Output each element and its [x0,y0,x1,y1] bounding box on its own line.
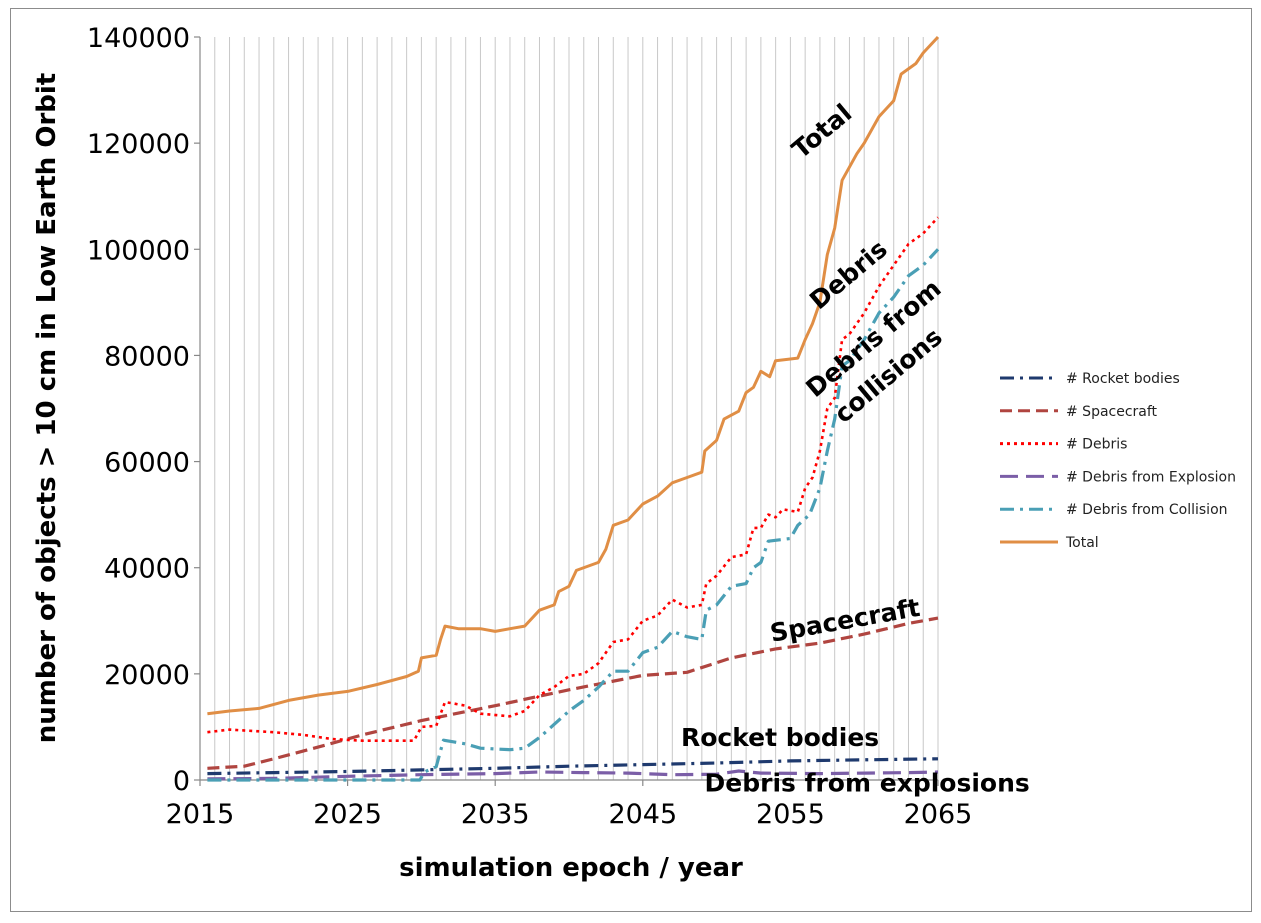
legend-label: # Rocket bodies [1066,371,1180,387]
y-tick-label: 80000 [104,341,190,372]
x-tick-label: 2045 [608,799,677,830]
legend-label: # Spacecraft [1066,404,1158,420]
legend-item: # Debris from Collision [1000,502,1228,518]
legend-item: # Debris from Explosion [1000,469,1236,485]
y-tick-label: 120000 [87,129,190,160]
legend-label: # Debris from Explosion [1066,469,1236,485]
annotation-label: Total [786,98,857,164]
y-tick-label: 40000 [104,554,190,585]
x-tick-label: 2065 [904,799,973,830]
legend-item: # Debris [1000,437,1127,453]
x-axis-title: simulation epoch / year [399,853,743,883]
y-tick-label: 140000 [87,23,190,54]
legend-item: # Spacecraft [1000,404,1158,420]
series-line-0 [207,757,939,776]
gridlines [214,37,939,780]
series-line-3 [207,769,939,781]
x-tick-label: 2025 [313,799,382,830]
legend-label: # Debris [1066,437,1127,453]
legend-label: # Debris from Collision [1066,502,1228,518]
series-line-1 [207,616,939,770]
series-line-2 [207,216,939,742]
axes: 0 20000 40000 60000 80000 100000 120000 140000 2… [87,23,972,830]
annotation-label: Rocket bodies [681,723,879,752]
x-tick-label: 2035 [461,799,530,830]
series-line-4 [207,248,940,782]
legend-item: Total [1000,535,1099,551]
y-tick-label: 100000 [87,235,190,266]
x-tick-label: 2015 [166,799,235,830]
x-tick-label: 2055 [756,799,825,830]
legend-label: Total [1065,535,1099,551]
y-axis-title: number of objects > 10 cm in Low Earth O… [32,73,62,743]
series-line-5 [207,35,940,716]
series-lines [207,35,940,782]
annotation-label: Debris from explosions [705,769,1030,798]
legend-item: # Rocket bodies [1000,371,1180,387]
y-tick-label: 20000 [104,660,190,691]
y-tick-label: 0 [173,766,190,797]
legend: # Rocket bodies # Spacecraft # Debris # Deb… [1000,371,1236,551]
chart-frame [10,8,1252,912]
y-tick-label: 60000 [104,448,190,479]
